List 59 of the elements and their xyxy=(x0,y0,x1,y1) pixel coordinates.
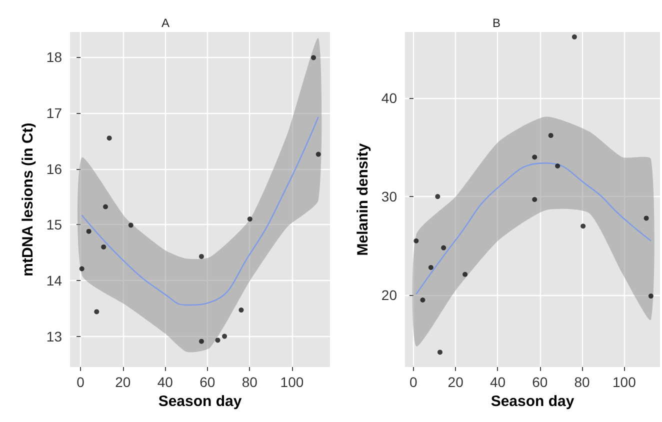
point xyxy=(86,228,92,234)
y-tick-label: 14 xyxy=(46,272,62,288)
point xyxy=(572,34,577,40)
line-series xyxy=(81,116,320,306)
x-tick-label: 80 xyxy=(574,374,590,390)
y-tick-label: 20 xyxy=(381,287,398,304)
x-tick-label: 80 xyxy=(242,374,258,390)
point xyxy=(238,308,244,313)
line-series xyxy=(416,162,652,295)
point xyxy=(79,266,84,272)
x-tick-label: 60 xyxy=(532,374,548,390)
point xyxy=(428,264,434,270)
point xyxy=(198,254,204,259)
y-tick-label: 18 xyxy=(46,49,62,66)
x-tick-label: 40 xyxy=(490,374,506,390)
y-axis-title: Melanin density xyxy=(354,142,372,256)
y-tick-label: 30 xyxy=(381,188,398,205)
x-tick-label: 20 xyxy=(448,374,464,390)
point xyxy=(462,272,468,277)
point xyxy=(437,350,442,355)
point xyxy=(441,245,446,250)
y-tick-label: 17 xyxy=(46,104,62,121)
point xyxy=(106,136,112,141)
point xyxy=(316,152,321,157)
point xyxy=(648,294,654,299)
point xyxy=(247,216,252,222)
point xyxy=(555,164,560,168)
point xyxy=(311,55,316,60)
x-axis-title: Season day xyxy=(158,392,242,410)
chart-title: B xyxy=(492,16,501,30)
x-tick-label: 20 xyxy=(115,374,131,390)
point xyxy=(103,204,108,210)
point xyxy=(94,309,100,314)
point xyxy=(580,224,586,229)
x-tick-label: 0 xyxy=(410,374,418,390)
y-tick-label: 16 xyxy=(46,160,62,177)
point xyxy=(215,338,220,343)
y-tick-label: 40 xyxy=(381,90,398,106)
x-tick-label: 40 xyxy=(157,374,174,390)
y-tick-label: 13 xyxy=(46,328,62,344)
y-tick-label: 15 xyxy=(46,216,62,233)
point xyxy=(222,334,228,339)
point xyxy=(644,216,649,221)
point xyxy=(548,132,554,138)
point xyxy=(532,197,538,202)
x-tick-label: 0 xyxy=(76,374,85,390)
chart-title: A xyxy=(161,16,170,30)
point xyxy=(532,154,538,160)
point xyxy=(420,298,426,302)
point xyxy=(128,222,134,228)
point xyxy=(435,194,440,200)
y-axis-title: mtDNA lesions (in Ct) xyxy=(20,122,37,276)
x-tick-label: 100 xyxy=(280,374,304,390)
x-tick-label: 60 xyxy=(200,374,216,390)
x-tick-label: 100 xyxy=(612,374,636,390)
point xyxy=(414,238,419,244)
point xyxy=(198,338,204,344)
point xyxy=(101,244,106,250)
x-axis-title: Season day xyxy=(490,392,575,410)
